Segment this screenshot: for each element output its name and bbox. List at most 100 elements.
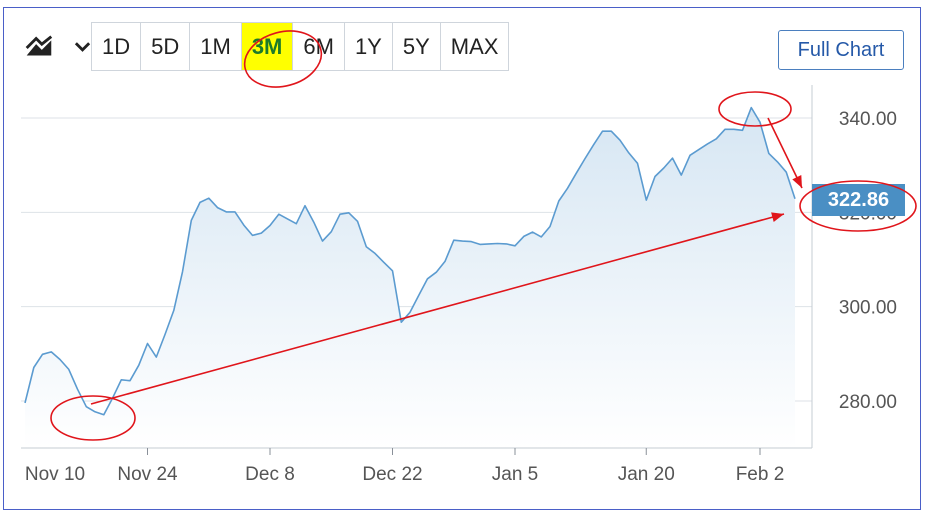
data-point: [225, 211, 227, 213]
data-point: [479, 243, 481, 245]
data-point: [663, 167, 665, 169]
data-point: [654, 175, 656, 177]
data-point: [94, 411, 96, 413]
data-point: [671, 157, 673, 159]
range-button-1m[interactable]: 1M: [189, 23, 241, 70]
data-point: [348, 212, 350, 214]
data-point: [208, 197, 210, 199]
data-point: [216, 206, 218, 208]
data-point: [461, 240, 463, 242]
range-button-1y[interactable]: 1Y: [343, 23, 392, 70]
data-point: [41, 353, 43, 355]
data-point: [173, 309, 175, 311]
data-point: [549, 225, 551, 227]
data-point: [733, 128, 735, 130]
data-point: [251, 234, 253, 236]
data-point: [199, 201, 201, 203]
data-point: [129, 380, 131, 382]
data-point: [24, 402, 26, 404]
data-point: [523, 235, 525, 237]
data-point: [750, 106, 752, 108]
data-point: [601, 130, 603, 132]
data-point: [50, 351, 52, 353]
chart-type-selector[interactable]: [21, 22, 91, 71]
data-point: [33, 366, 35, 368]
range-button-6m[interactable]: 6M: [292, 23, 344, 70]
data-point: [321, 240, 323, 242]
data-point: [531, 231, 533, 233]
range-button-3m[interactable]: 3M: [240, 23, 293, 70]
x-tick-label: Dec 8: [245, 464, 295, 485]
range-button-5y[interactable]: 5Y: [391, 23, 440, 70]
full-chart-button[interactable]: Full Chart: [778, 30, 904, 70]
data-point: [243, 224, 245, 226]
x-axis: Nov 10 Nov 24 Dec 8 Dec 22 Jan 5 Jan 20 Feb 2: [25, 448, 784, 485]
data-point: [278, 213, 280, 215]
data-point: [190, 219, 192, 221]
data-point: [628, 152, 630, 154]
data-point: [400, 321, 402, 323]
data-point: [383, 261, 385, 263]
data-point: [444, 260, 446, 262]
data-point: [794, 198, 796, 200]
y-tick-label: 280.00: [839, 392, 897, 413]
data-point: [759, 121, 761, 123]
range-button-5d[interactable]: 5D: [140, 23, 189, 70]
data-point: [680, 174, 682, 176]
data-point: [724, 128, 726, 130]
data-point: [339, 213, 341, 215]
data-point: [374, 252, 376, 254]
data-point: [715, 138, 717, 140]
data-point: [76, 388, 78, 390]
data-point: [391, 270, 393, 272]
data-point: [636, 162, 638, 164]
data-point: [426, 278, 428, 280]
x-tick-label: Dec 22: [362, 464, 422, 485]
range-button-max[interactable]: MAX: [439, 23, 509, 70]
data-point: [645, 199, 647, 201]
data-point: [619, 139, 621, 141]
data-point: [304, 205, 306, 207]
data-point: [785, 171, 787, 173]
data-point: [181, 271, 183, 273]
data-point: [706, 143, 708, 145]
data-point: [260, 232, 262, 234]
data-point: [295, 223, 297, 225]
data-point: [540, 236, 542, 238]
range-toolbar: 1D 5D 1M 3M 6M 1Y 5Y MAX: [21, 22, 510, 71]
x-tick-label: Nov 10: [25, 464, 85, 485]
data-point: [593, 143, 595, 145]
chevron-down-icon: [74, 41, 91, 52]
data-point: [356, 220, 358, 222]
data-point: [768, 152, 770, 154]
data-point: [103, 414, 105, 416]
last-price-badge: 322.86: [812, 184, 905, 216]
y-tick-label: 300.00: [839, 298, 897, 319]
data-point: [584, 157, 586, 159]
data-point: [286, 218, 288, 220]
data-point: [575, 172, 577, 174]
data-point: [689, 154, 691, 156]
x-tick-label: Feb 2: [736, 464, 785, 485]
data-point: [164, 333, 166, 335]
data-point: [313, 221, 315, 223]
data-point: [496, 242, 498, 244]
data-point: [418, 294, 420, 296]
data-point: [138, 364, 140, 366]
x-tick-label: Jan 5: [492, 464, 538, 485]
area-chart-icon: [25, 34, 53, 56]
data-point: [85, 406, 87, 408]
x-tick-label: Nov 24: [117, 464, 178, 485]
range-button-group: 1D 5D 1M 3M 6M 1Y 5Y MAX: [91, 22, 510, 71]
chart-frame: [3, 7, 921, 510]
data-point: [698, 148, 700, 150]
data-point: [269, 224, 271, 226]
data-point: [488, 243, 490, 245]
data-point: [120, 379, 122, 381]
data-point: [330, 231, 332, 233]
data-point: [776, 161, 778, 163]
data-point: [453, 239, 455, 241]
range-button-1d[interactable]: 1D: [102, 33, 131, 59]
